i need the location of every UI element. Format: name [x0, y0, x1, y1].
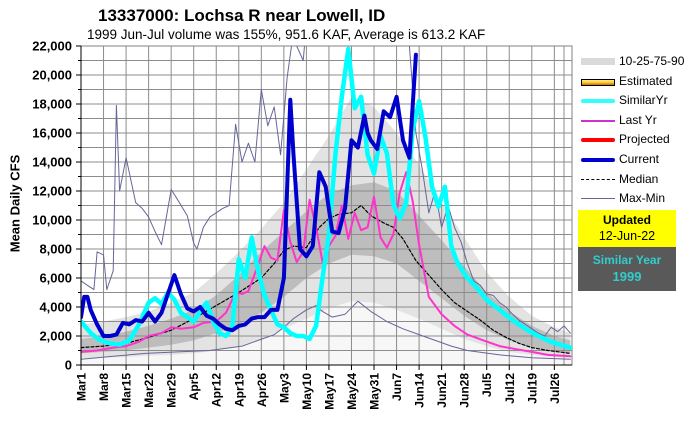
x-tick-label: Jun14	[413, 373, 427, 408]
series-last-yr	[81, 171, 572, 358]
x-tick-label: May31	[368, 373, 382, 410]
x-tick-label: Jul19	[525, 373, 539, 404]
x-tick-label: Jul5	[480, 373, 494, 397]
updated-date: 12-Jun-22	[598, 229, 656, 243]
y-tick-label: 14,000	[32, 155, 72, 170]
legend-item-estimated: Estimated	[577, 73, 685, 93]
series-max-min-max	[81, 46, 571, 337]
legend-item-max-min: Max-Min	[577, 190, 685, 210]
legend-label: 10-25-75-90	[619, 54, 685, 68]
legend: 10-25-75-90 Estimated SimilarYr Last Yr Proj…	[577, 53, 685, 210]
similar-year-label: Similar Year	[592, 253, 662, 267]
y-tick-label: 0	[65, 358, 72, 373]
legend-label: Estimated	[619, 73, 673, 88]
legend-label: Median	[619, 171, 659, 186]
chart-subtitle: 1999 Jun-Jul volume was 155%, 951.6 KAF,…	[87, 27, 486, 42]
legend-swatch	[581, 58, 615, 65]
y-tick-label: 12,000	[32, 184, 72, 199]
updated-label: Updated	[603, 213, 651, 227]
y-tick-label: 2,000	[39, 329, 72, 344]
updated-box: Updated 12-Jun-22	[578, 210, 676, 247]
x-tick-label: Apr5	[187, 373, 201, 401]
series-similaryr	[81, 46, 572, 350]
y-tick-label: 8,000	[39, 242, 72, 257]
y-tick-label: 6,000	[39, 271, 72, 286]
x-tick-label: Jun21	[435, 373, 449, 408]
legend-item-current: Current	[577, 151, 685, 171]
x-tick-label: Apr19	[232, 373, 246, 407]
x-tick-label: Jul26	[548, 373, 562, 404]
legend-swatch	[581, 198, 615, 200]
legend-swatch	[581, 138, 615, 143]
x-tick-label: Mar29	[165, 373, 179, 408]
y-tick-label: 20,000	[32, 68, 72, 83]
legend-label: Max-Min	[619, 191, 666, 206]
chart-title: 13337000: Lochsa R near Lowell, ID	[98, 6, 386, 25]
x-tick-label: Jun28	[458, 373, 472, 408]
legend-swatch	[581, 157, 615, 162]
x-tick-label: Apr26	[255, 373, 269, 407]
legend-item-last-yr: Last Yr	[577, 112, 685, 132]
x-tick-label: May10	[300, 373, 314, 410]
legend-swatch	[581, 119, 615, 122]
legend-item-median: Median	[577, 171, 685, 191]
legend-label: Projected	[619, 132, 670, 147]
similar-year-value: 1999	[612, 269, 642, 284]
y-tick-label: 4,000	[39, 300, 72, 315]
legend-item-10-25-75-90: 10-25-75-90	[577, 53, 685, 73]
x-tick-label: Jul12	[503, 373, 517, 404]
x-tick-label: Mar22	[142, 373, 156, 408]
x-tick-label: Mar15	[120, 373, 134, 408]
x-tick-label: May3	[277, 373, 291, 403]
x-tick-label: May24	[345, 373, 359, 410]
y-tick-label: 10,000	[32, 213, 72, 228]
y-tick-label: 18,000	[32, 97, 72, 112]
legend-label: Current	[619, 151, 660, 166]
legend-label: SimilarYr	[619, 93, 668, 108]
series-current	[81, 52, 418, 338]
legend-label: Last Yr	[619, 112, 657, 127]
similar-year-box: Similar Year 1999	[578, 247, 676, 291]
x-tick-label: Apr12	[210, 373, 224, 407]
x-tick-label: Mar1	[75, 373, 89, 401]
legend-item-similaryr: SimilarYr	[577, 92, 685, 112]
x-tick-label: Mar8	[97, 373, 111, 401]
legend-swatch	[581, 78, 615, 86]
band-below-10	[81, 301, 571, 365]
x-tick-label: Jun7	[390, 373, 404, 401]
x-tick-label: May17	[322, 373, 336, 410]
legend-item-projected: Projected	[577, 131, 685, 151]
legend-swatch	[581, 99, 615, 104]
legend-swatch	[581, 178, 615, 180]
series-max-min-min	[81, 300, 571, 360]
y-tick-label: 16,000	[32, 126, 72, 141]
y-tick-label: 22,000	[32, 39, 72, 54]
